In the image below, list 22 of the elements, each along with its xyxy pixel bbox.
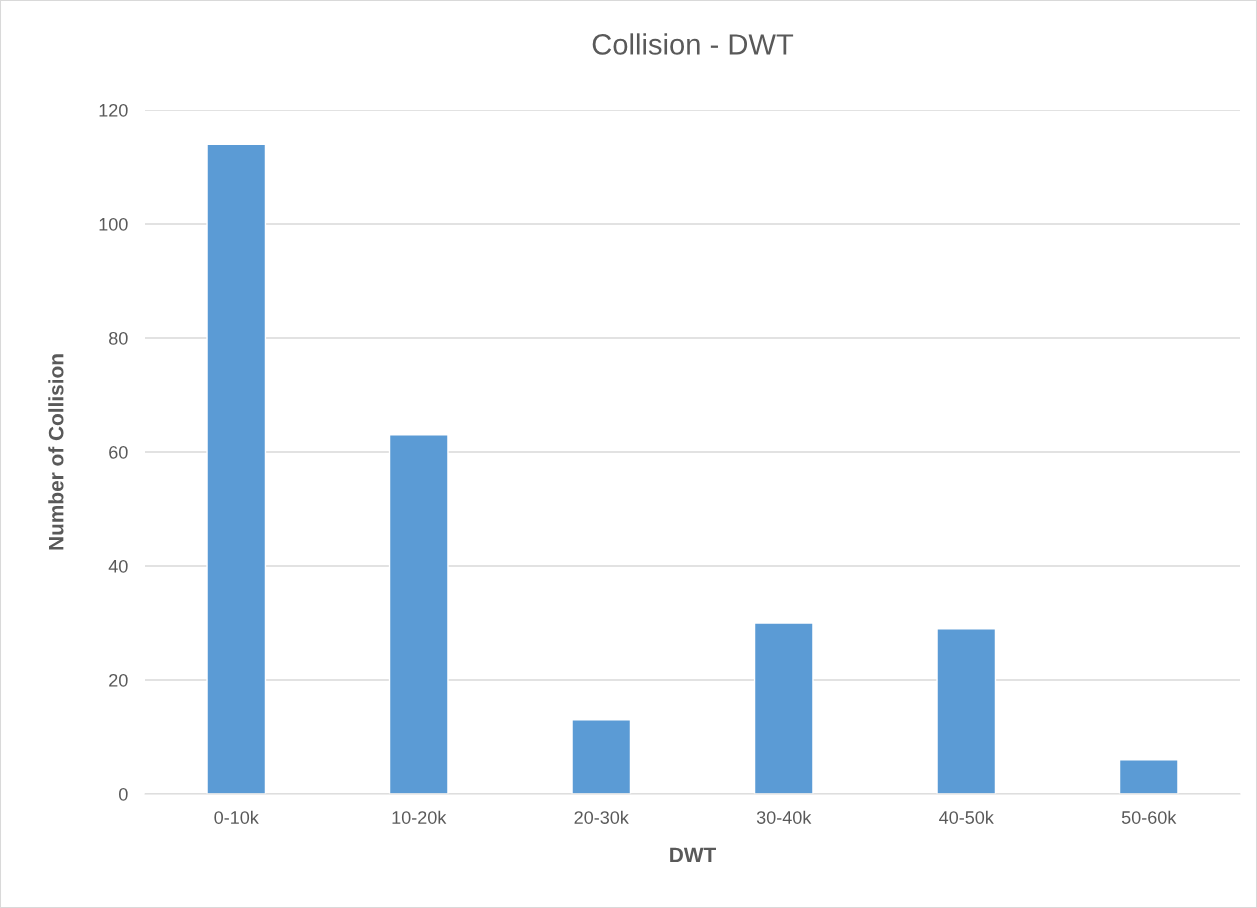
y-tick-label: 120 — [99, 103, 128, 117]
bar — [1118, 759, 1179, 794]
y-tick-label: 100 — [99, 217, 128, 231]
x-tick-label: 10-20k — [392, 810, 447, 824]
bar — [206, 143, 267, 794]
y-tick-label: 60 — [109, 445, 128, 459]
y-axis-title: Number of Collision — [48, 354, 64, 550]
chart-title: Collision - DWT — [592, 33, 794, 55]
x-tick-label: 0-10k — [214, 810, 259, 824]
x-tick-label: 20-30k — [574, 810, 629, 824]
y-tick-label: 80 — [109, 331, 128, 345]
x-axis-title: DWT — [670, 847, 716, 863]
bar — [753, 622, 814, 794]
bar — [571, 719, 632, 794]
x-tick-label: 40-50k — [939, 810, 994, 824]
x-tick-label: 50-60k — [1121, 810, 1177, 824]
y-tick-label: 40 — [108, 559, 128, 573]
bar — [388, 434, 449, 794]
y-tick-label: 0 — [119, 787, 128, 801]
y-tick-label: 20 — [109, 673, 128, 687]
bar — [936, 628, 997, 794]
x-tick-label: 30-40k — [756, 810, 812, 824]
